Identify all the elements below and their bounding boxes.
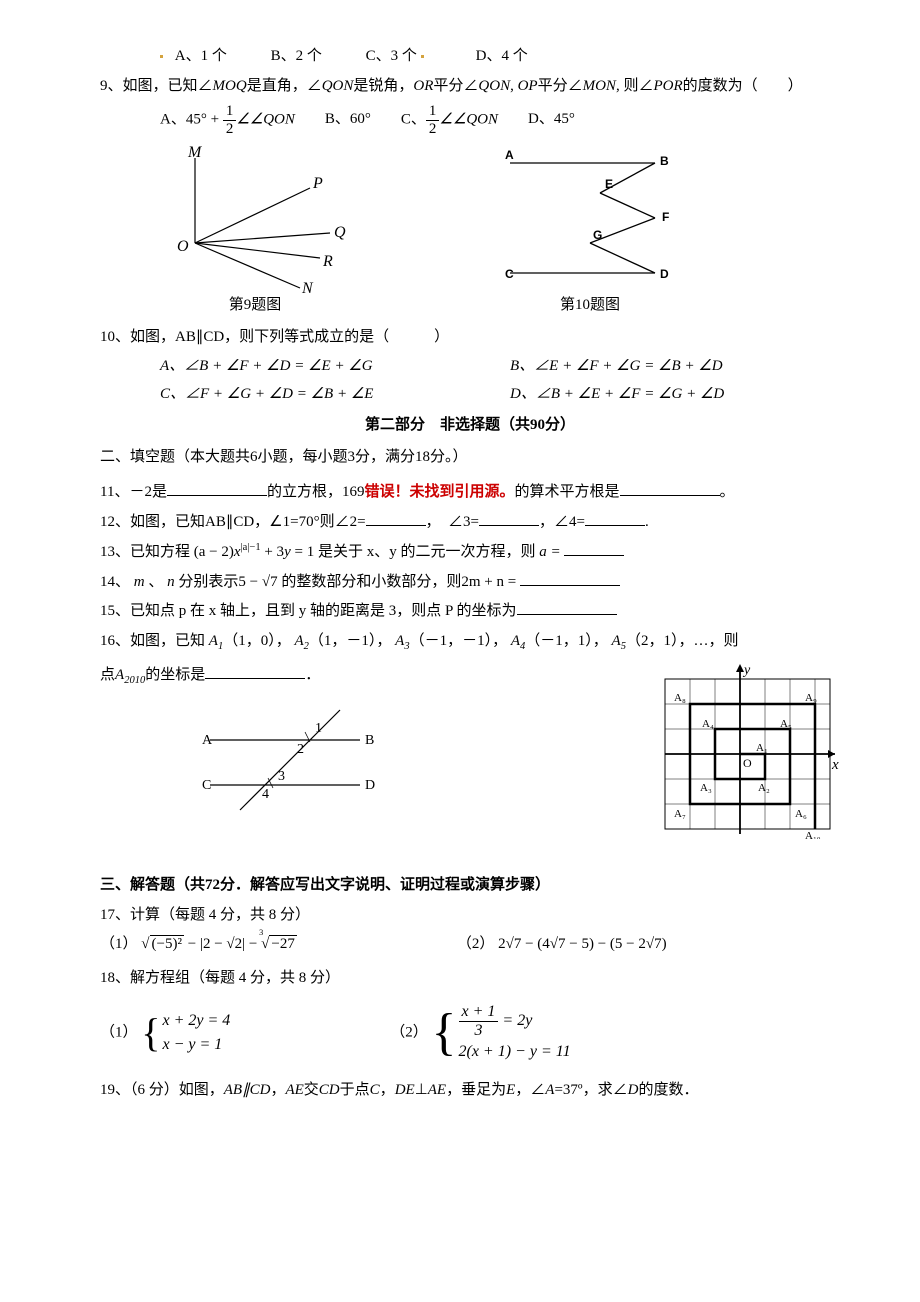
q9-choice-d: D、45° [528,107,575,133]
q9-figure: M O P Q R N 第9题图 [160,143,350,319]
q14-blank [520,570,620,586]
svg-text:4: 4 [262,787,269,802]
q11: 11、－2是的立方根，169错误！未找到引用源。的算术平方根是。 [100,480,840,506]
svg-text:O: O [177,238,189,255]
svg-text:A₆: A₆ [795,808,807,820]
q9-choice-b: B、60° [325,107,371,133]
svg-text:A₇: A₇ [674,808,686,820]
q8-choice-d: D、4 个 [476,44,528,70]
q13-blank [564,540,624,556]
svg-text:B: B [660,154,669,168]
q19: 19、（6 分）如图，AB∥CD，AE交CD于点C，DE⊥AE，垂足为E，∠A=… [100,1078,840,1104]
q10-figure-caption: 第10题图 [490,293,690,319]
svg-text:O: O [743,756,752,770]
q9-choices: A、45° + 12∠∠QON B、60° C、12∠∠QON D、45° [100,103,840,137]
q10-figure: A B E F G C D 第10题图 [490,143,690,319]
q18-p1: （1） { x + 2y = 4 x − y = 1 [100,1009,230,1057]
svg-text:A: A [202,733,213,748]
svg-text:3: 3 [278,769,285,784]
svg-text:E: E [605,177,613,191]
q10-choices: A、∠B + ∠F + ∠D = ∠E + ∠G B、∠E + ∠F + ∠G … [100,354,840,407]
q18-stem: 18、解方程组（每题 4 分，共 8 分） [100,966,840,992]
q12-blank1 [366,510,426,526]
svg-text:A: A [505,148,514,162]
section2-header: 第二部分 非选择题（共90分） [100,413,840,439]
svg-text:2: 2 [297,742,304,757]
q10-stem: 10、如图，AB∥CD，则下列等式成立的是（ ） [100,325,840,351]
q11-blank1 [167,480,267,496]
svg-text:x: x [831,757,839,773]
svg-text:A₁: A₁ [756,742,768,754]
svg-text:A₂: A₂ [758,782,770,794]
q17-stem: 17、计算（每题 4 分，共 8 分） [100,903,840,929]
q16-line1: 16、如图，已知 A1（1，0）， A2（1，－1）， A3（－1，－1）， A… [100,629,840,656]
q12: 12、如图，已知AB∥CD，∠1=70°则∠2=， ∠3=，∠4=. [100,510,840,536]
svg-text:y: y [742,663,751,678]
q17-p1: （1） √(−5)² − |2 − √2| − 3√−27 [100,932,297,958]
q13: 13、已知方程 (a − 2)x|a|−1 + 3y = 1 是关于 x、y 的… [100,539,840,566]
svg-text:N: N [301,280,314,293]
q8-choice-a: A、1 个 [175,44,227,70]
solve-header: 三、解答题（共72分．解答应写出文字说明、证明过程或演算步骤） [100,873,840,899]
q16-blank [205,663,305,679]
q9-choice-c: C、12∠∠QON [401,103,498,137]
q18-parts: （1） { x + 2y = 4 x − y = 1 （2） { x + 13 … [100,1003,840,1063]
q11-blank2 [620,480,720,496]
svg-text:Q: Q [334,224,346,241]
q17-p2: （2） 2√7 − (4√7 − 5) − (5 − 2√7) [457,932,667,958]
q15-blank [517,599,617,615]
q12-line-figure: A B C D 1 2 3 4 [180,700,640,820]
svg-text:A₁₀: A₁₀ [805,830,821,839]
svg-text:C: C [505,267,514,281]
svg-text:D: D [365,778,375,793]
svg-text:P: P [312,175,323,192]
q8-choice-b: B、2 个 [271,44,322,70]
q10-choice-a: A、∠B + ∠F + ∠D = ∠E + ∠G [160,354,490,380]
svg-text:1: 1 [315,721,322,736]
q15: 15、已知点 p 在 x 轴上，且到 y 轴的距离是 3，则点 P 的坐标为 [100,599,840,625]
q10-diagram-svg: A B E F G C D [490,143,690,293]
svg-text:D: D [660,267,669,281]
q16-line2: 点A2010的坐标是． [100,663,640,690]
q9-stem: 9、如图，已知∠MOQ是直角，∠QON是锐角，OR平分∠QON, OP平分∠MO… [100,74,840,100]
q12-blank2 [479,510,539,526]
q10-choice-b: B、∠E + ∠F + ∠G = ∠B + ∠D [510,354,840,380]
svg-text:G: G [593,228,602,242]
q10-choice-c: C、∠F + ∠G + ∠D = ∠B + ∠E [160,382,490,408]
svg-text:A₉: A₉ [805,692,817,704]
error-ref-text: 错误！未找到引用源。 [364,484,514,500]
q9-figure-caption: 第9题图 [160,293,350,319]
gold-dot-icon [160,55,163,58]
q16-spiral-figure: y x O A₁ A₂ A₃ A₄ A₅ A₆ A₇ A₈ A₉ A₁₀ [660,659,840,839]
svg-text:A₅: A₅ [780,718,792,730]
q14: 14、 m 、 n 分别表示5 − √7 的整数部分和小数部分，则2m + n … [100,570,840,596]
svg-text:C: C [202,778,211,793]
q16-row2: 点A2010的坐标是． A B C D 1 2 3 4 [100,659,840,839]
figure-row-9-10: M O P Q R N 第9题图 A B E F [100,143,840,319]
q12-blank3 [585,510,645,526]
q9-choice-a: A、45° + 12∠∠QON [160,103,295,137]
svg-text:A₈: A₈ [674,692,686,704]
q17-parts: （1） √(−5)² − |2 − √2| − 3√−27 （2） 2√7 − … [100,932,840,958]
svg-text:R: R [322,253,333,270]
q9-diagram-svg: M O P Q R N [160,143,350,293]
svg-text:A₄: A₄ [702,718,714,730]
q18-p2: （2） { x + 13 = 2y 2(x + 1) − y = 11 [390,1003,570,1063]
svg-text:A₃: A₃ [700,782,712,794]
svg-text:F: F [662,210,669,224]
svg-text:M: M [187,144,203,161]
fill-header: 二、填空题（本大题共6小题，每小题3分，满分18分。） [100,445,840,471]
q8-choice-c: C、3 个 [366,44,432,70]
q10-choice-d: D、∠B + ∠E + ∠F = ∠G + ∠D [510,382,840,408]
svg-text:B: B [365,733,374,748]
q8-choices: A、1 个 B、2 个 C、3 个 D、4 个 [100,44,840,70]
gold-dot-icon [421,55,424,58]
